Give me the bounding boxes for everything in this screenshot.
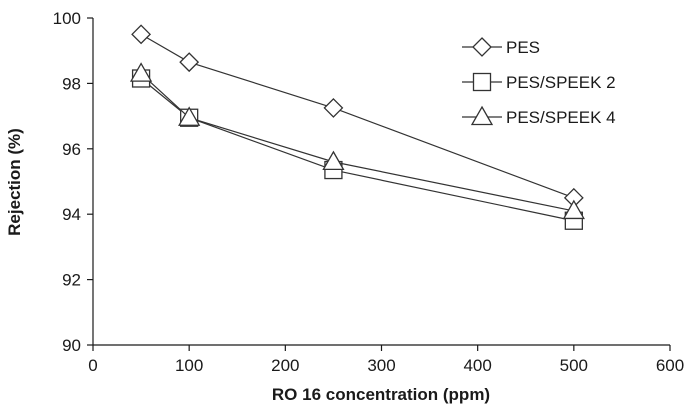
x-tick-label: 600 bbox=[656, 356, 684, 375]
triangle-marker bbox=[562, 199, 585, 220]
x-axis-ticks: 0 100 200 300 400 500 600 bbox=[88, 345, 684, 375]
series-pes-speek-4 bbox=[129, 62, 585, 220]
y-tick-label: 100 bbox=[53, 9, 81, 28]
legend-diamond-marker bbox=[472, 37, 492, 57]
x-tick-label: 200 bbox=[271, 356, 299, 375]
legend-label: PES bbox=[506, 38, 540, 57]
x-axis-title: RO 16 concentration (ppm) bbox=[272, 385, 490, 404]
x-tick-label: 0 bbox=[88, 356, 97, 375]
x-tick-label: 100 bbox=[175, 356, 203, 375]
y-tick-label: 94 bbox=[62, 205, 81, 224]
legend-item: PES/SPEEK 4 bbox=[462, 105, 616, 127]
legend-label: PES/SPEEK 4 bbox=[506, 108, 616, 127]
y-tick-label: 96 bbox=[62, 140, 81, 159]
legend-triangle-marker bbox=[470, 105, 494, 126]
series-line bbox=[140, 73, 574, 212]
diamond-marker bbox=[179, 52, 200, 73]
y-tick-label: 98 bbox=[62, 74, 81, 93]
series-layer bbox=[129, 24, 585, 230]
legend-square-marker bbox=[472, 72, 492, 92]
triangle-marker bbox=[129, 62, 153, 82]
series-pes-speek-2 bbox=[131, 69, 583, 230]
legend-item: PES/SPEEK 2 bbox=[462, 72, 616, 92]
y-tick-label: 90 bbox=[62, 336, 81, 355]
y-axis-ticks: 90 92 94 96 98 100 bbox=[53, 9, 93, 355]
y-axis-title: Rejection (%) bbox=[5, 128, 24, 236]
y-tick-label: 92 bbox=[62, 271, 81, 290]
series-line bbox=[140, 33, 575, 199]
x-tick-label: 500 bbox=[560, 356, 588, 375]
x-tick-label: 300 bbox=[367, 356, 395, 375]
x-tick-label: 400 bbox=[463, 356, 491, 375]
triangle-marker bbox=[322, 150, 345, 171]
legend: PES PES/SPEEK 2 PES/SPEEK 4 bbox=[462, 37, 616, 127]
triangle-marker bbox=[178, 106, 201, 126]
diamond-marker bbox=[131, 24, 152, 45]
legend-item: PES bbox=[462, 37, 540, 57]
legend-label: PES/SPEEK 2 bbox=[506, 73, 616, 92]
diamond-marker bbox=[323, 98, 344, 118]
series-pes bbox=[131, 24, 584, 208]
series-line bbox=[140, 78, 574, 222]
plot-area: 90 92 94 96 98 100 0 100 200 300 400 500 600 bbox=[53, 9, 685, 375]
